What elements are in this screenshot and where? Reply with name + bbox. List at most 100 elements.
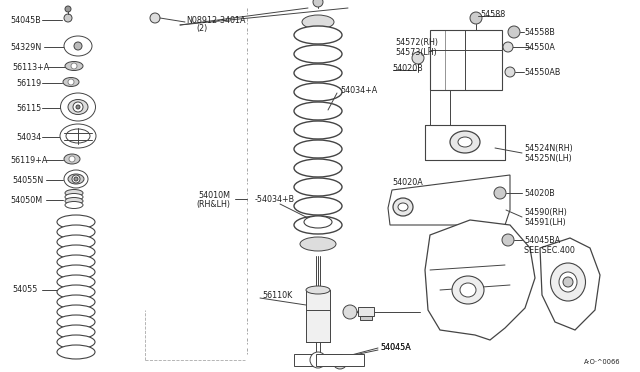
- Ellipse shape: [64, 154, 80, 164]
- Text: 54329N: 54329N: [10, 42, 41, 51]
- Polygon shape: [425, 125, 505, 160]
- Circle shape: [310, 352, 326, 368]
- Circle shape: [333, 355, 347, 369]
- Text: 54045B: 54045B: [10, 16, 41, 25]
- Text: 56119: 56119: [16, 78, 41, 87]
- Ellipse shape: [57, 285, 95, 299]
- Circle shape: [505, 67, 515, 77]
- Circle shape: [502, 234, 514, 246]
- Text: 54558B: 54558B: [524, 28, 555, 36]
- Polygon shape: [388, 175, 510, 225]
- Text: 54525N(LH): 54525N(LH): [524, 154, 572, 163]
- Ellipse shape: [300, 237, 336, 251]
- Text: 56119+A: 56119+A: [10, 155, 47, 164]
- Ellipse shape: [63, 77, 79, 87]
- Ellipse shape: [57, 315, 95, 329]
- Text: (2): (2): [196, 23, 207, 32]
- Ellipse shape: [294, 216, 342, 234]
- Ellipse shape: [450, 131, 480, 153]
- Ellipse shape: [294, 159, 342, 177]
- Circle shape: [69, 156, 75, 162]
- Ellipse shape: [57, 305, 95, 319]
- Text: 54020B: 54020B: [392, 64, 423, 73]
- Text: 54045A: 54045A: [380, 343, 411, 353]
- Ellipse shape: [65, 189, 83, 196]
- Ellipse shape: [64, 36, 92, 56]
- Ellipse shape: [302, 15, 334, 29]
- Ellipse shape: [66, 129, 90, 143]
- Ellipse shape: [57, 295, 95, 309]
- Circle shape: [72, 175, 80, 183]
- Text: 54590(RH): 54590(RH): [524, 208, 567, 217]
- Circle shape: [71, 63, 77, 69]
- Ellipse shape: [550, 263, 586, 301]
- Ellipse shape: [57, 225, 95, 239]
- Bar: [294, 354, 342, 366]
- Text: 54550AB: 54550AB: [524, 67, 561, 77]
- Text: 54020A: 54020A: [392, 177, 423, 186]
- Text: 54588: 54588: [480, 10, 505, 19]
- Circle shape: [74, 42, 82, 50]
- Ellipse shape: [458, 137, 472, 147]
- Ellipse shape: [294, 121, 342, 139]
- Ellipse shape: [452, 276, 484, 304]
- Text: 54050M: 54050M: [10, 196, 42, 205]
- Ellipse shape: [60, 124, 96, 148]
- Ellipse shape: [65, 198, 83, 205]
- Ellipse shape: [57, 345, 95, 359]
- Text: 54573(LH): 54573(LH): [395, 48, 436, 57]
- Ellipse shape: [294, 102, 342, 120]
- Text: N08912-3401A: N08912-3401A: [186, 16, 246, 25]
- Circle shape: [508, 26, 520, 38]
- Ellipse shape: [304, 216, 332, 228]
- Text: 54055: 54055: [12, 285, 37, 295]
- Text: 56113+A: 56113+A: [12, 62, 49, 71]
- Text: 54045A: 54045A: [380, 343, 411, 353]
- Circle shape: [74, 177, 78, 181]
- Ellipse shape: [294, 83, 342, 101]
- Text: 54550A: 54550A: [524, 42, 555, 51]
- Ellipse shape: [61, 93, 95, 121]
- Circle shape: [64, 14, 72, 22]
- Ellipse shape: [294, 197, 342, 215]
- Text: 54034: 54034: [16, 132, 41, 141]
- Ellipse shape: [57, 235, 95, 249]
- Ellipse shape: [57, 265, 95, 279]
- Text: 54020B: 54020B: [524, 189, 555, 198]
- Ellipse shape: [57, 215, 95, 229]
- Text: (RH&LH): (RH&LH): [196, 199, 230, 208]
- Circle shape: [494, 187, 506, 199]
- Polygon shape: [540, 238, 600, 330]
- Text: 54572(RH): 54572(RH): [395, 38, 438, 46]
- Circle shape: [470, 12, 482, 24]
- Ellipse shape: [393, 198, 413, 216]
- Circle shape: [412, 52, 424, 64]
- Ellipse shape: [294, 45, 342, 63]
- Ellipse shape: [306, 286, 330, 294]
- Text: 56110K: 56110K: [262, 291, 292, 299]
- Ellipse shape: [57, 245, 95, 259]
- Ellipse shape: [65, 61, 83, 71]
- Circle shape: [76, 105, 80, 109]
- Polygon shape: [430, 30, 502, 90]
- Ellipse shape: [68, 174, 84, 184]
- Text: 54010M: 54010M: [198, 190, 230, 199]
- Circle shape: [343, 305, 357, 319]
- Text: 54034+A: 54034+A: [340, 86, 377, 94]
- Circle shape: [65, 6, 71, 12]
- Text: 56115: 56115: [16, 103, 41, 112]
- Circle shape: [150, 13, 160, 23]
- Ellipse shape: [64, 170, 88, 188]
- Circle shape: [73, 102, 83, 112]
- Ellipse shape: [68, 99, 88, 115]
- Text: 54045BA: 54045BA: [524, 235, 560, 244]
- Ellipse shape: [57, 325, 95, 339]
- Text: 54055N: 54055N: [12, 176, 44, 185]
- Ellipse shape: [559, 272, 577, 292]
- Ellipse shape: [57, 335, 95, 349]
- Text: 54524N(RH): 54524N(RH): [524, 144, 573, 153]
- Text: -54034+B: -54034+B: [255, 195, 295, 203]
- Text: SEE SEC.400: SEE SEC.400: [524, 246, 575, 254]
- Ellipse shape: [65, 202, 83, 208]
- Text: 54591(LH): 54591(LH): [524, 218, 566, 227]
